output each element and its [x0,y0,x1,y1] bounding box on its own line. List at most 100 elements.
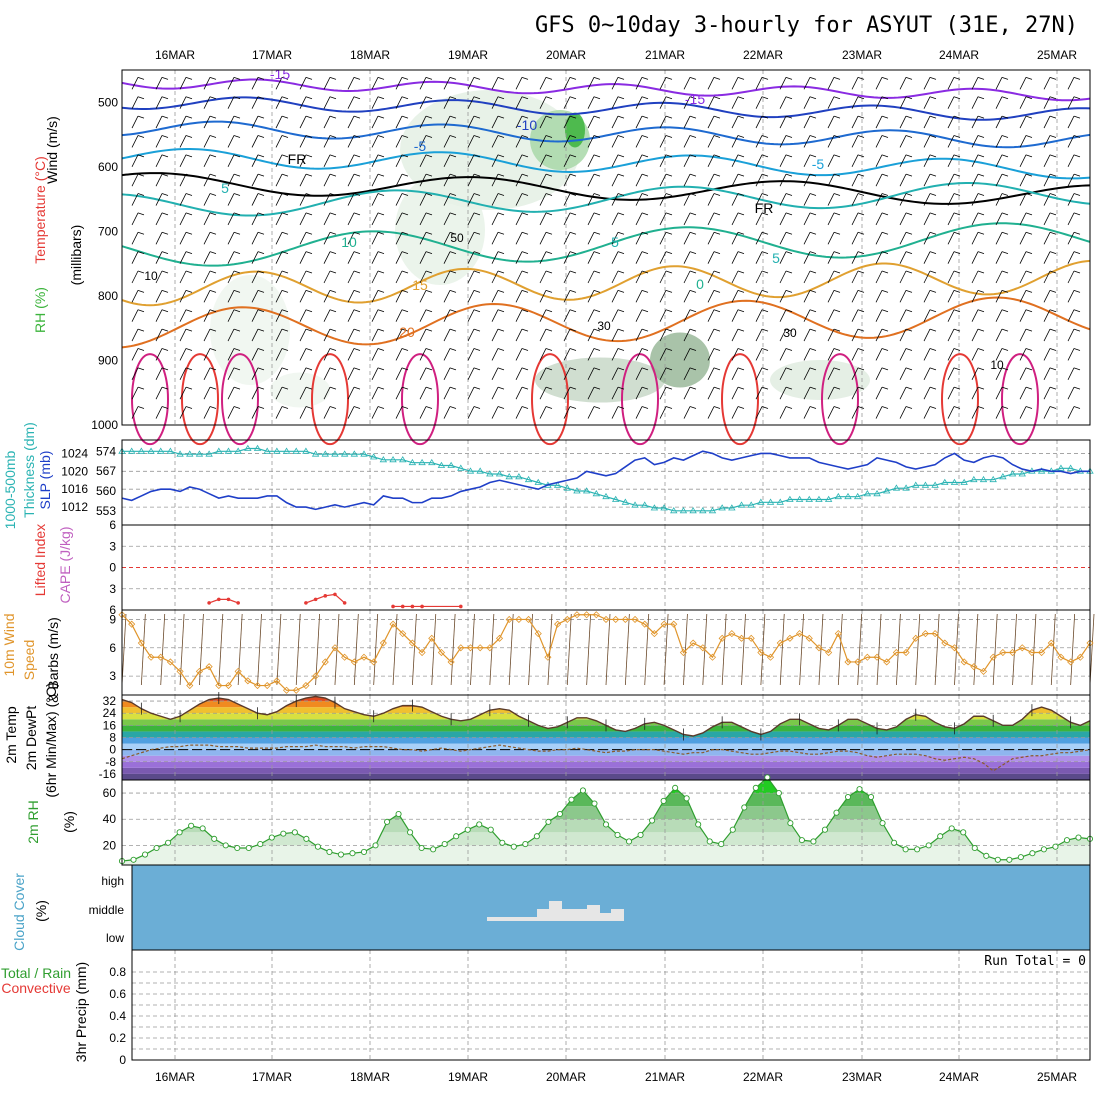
wind-barb [227,387,235,400]
wind-barb-flag [569,76,577,80]
wind-barb-10m [857,613,863,686]
wind-barb [947,406,955,419]
wind-barb [995,77,1003,90]
wind-barb-flag [1049,154,1057,158]
wind-barb [1043,96,1051,109]
wind-speed-point [312,672,320,680]
wind-barb-flag [497,270,505,274]
wind-barb-flag [737,231,745,235]
wind-barb-flag [761,135,769,138]
wind-barb-flag [137,193,145,196]
thickness-marker [486,470,494,477]
wind-barb [971,290,979,303]
y-tick-label: 0 [109,561,116,575]
wind-barb [1067,270,1075,284]
wind-barb-flag [977,251,985,255]
wind-barb [227,406,235,419]
wind-barb-flag [137,328,145,332]
wind-barb [227,174,235,187]
wind-barb [1067,115,1075,129]
date-label-top: 18MAR [350,48,390,62]
rh-point [660,797,667,804]
wind-barb [947,77,955,90]
wind-barb-flag [737,386,745,390]
wind-barb-flag [473,76,481,80]
wind-barb-flag [497,406,505,409]
wind-barb [971,387,979,400]
panel-label-upper: (millibars) [68,225,84,286]
wind-barb [923,290,931,303]
wind-barb-flag [305,76,313,80]
wind-barb-flag [665,193,673,196]
wind-barb [563,328,571,342]
wind-barb-flag [281,270,289,274]
rh-point [141,851,149,858]
wind-barb-flag [1001,348,1009,351]
wind-barb [227,115,235,129]
wind-barb-flag [257,289,265,293]
wind-barb [683,328,691,342]
rh-point [983,852,990,859]
wind-barb-flag [905,309,913,313]
thickness-marker [844,492,852,500]
wind-barb [275,174,283,187]
wind-barb [803,212,811,226]
lifted-index-point [459,604,463,609]
rh-point [821,826,829,833]
temperature-contour-label: 20 [399,324,415,340]
rh-point [314,843,321,850]
rh-point [925,842,932,849]
wind-barb-flag [161,406,169,409]
wind-barb [1019,309,1027,322]
wind-barb [587,348,595,361]
date-label-top: 19MAR [448,48,488,62]
wind-barb [683,232,691,245]
wind-barb-flag [329,115,337,119]
wind-barb [179,232,187,245]
wind-barb [899,270,907,284]
wind-barb-flag [257,251,265,255]
wind-barb [203,406,211,419]
rh-contour-label: 30 [597,319,611,333]
wind-barb-flag [257,406,265,409]
wind-barb-flag [1001,173,1009,177]
wind-barb-flag [761,212,769,216]
wind-barb [131,348,139,361]
panel-label-li: CAPE (J/kg) [57,526,73,603]
wind-barb [875,154,883,167]
wind-barb [779,96,787,109]
wind-barb-flag [425,270,433,274]
wind-barb-flag [137,76,145,80]
wind-barb-flag [1049,251,1057,255]
wind-barb-flag [929,212,937,216]
cloud-block [537,909,550,921]
wind-barb [731,96,739,109]
temperature-contour-label: 5 [221,180,229,196]
thickness-marker [195,450,204,457]
y-tick-label: 20 [103,838,117,852]
wind-barb [251,232,259,245]
wind-barb [947,115,955,129]
wind-barb-10m [818,613,824,686]
wind-barb [995,309,1003,322]
wind-barb-flag [401,270,409,274]
wind-barb-flag [473,348,481,351]
wind-barb-flag [905,289,913,293]
wind-barb-flag [209,367,217,371]
wind-barb-flag [1049,193,1057,196]
wind-barb-flag [953,76,961,80]
wind-speed-point [554,620,562,628]
wind-barb [443,193,451,206]
wind-barb-10m [915,613,921,686]
wind-barb-flag [305,135,313,138]
wind-barb [491,232,499,245]
temperature-band [122,731,1090,738]
wind-barb-flag [881,309,889,313]
wind-barb-flag [305,173,313,177]
wind-barb [707,290,715,303]
wind-barb [683,212,691,226]
wind-barb-10m [605,613,611,686]
wind-barb [611,77,619,90]
wind-barb-flag [401,96,409,100]
wind-barb-flag [569,231,577,235]
